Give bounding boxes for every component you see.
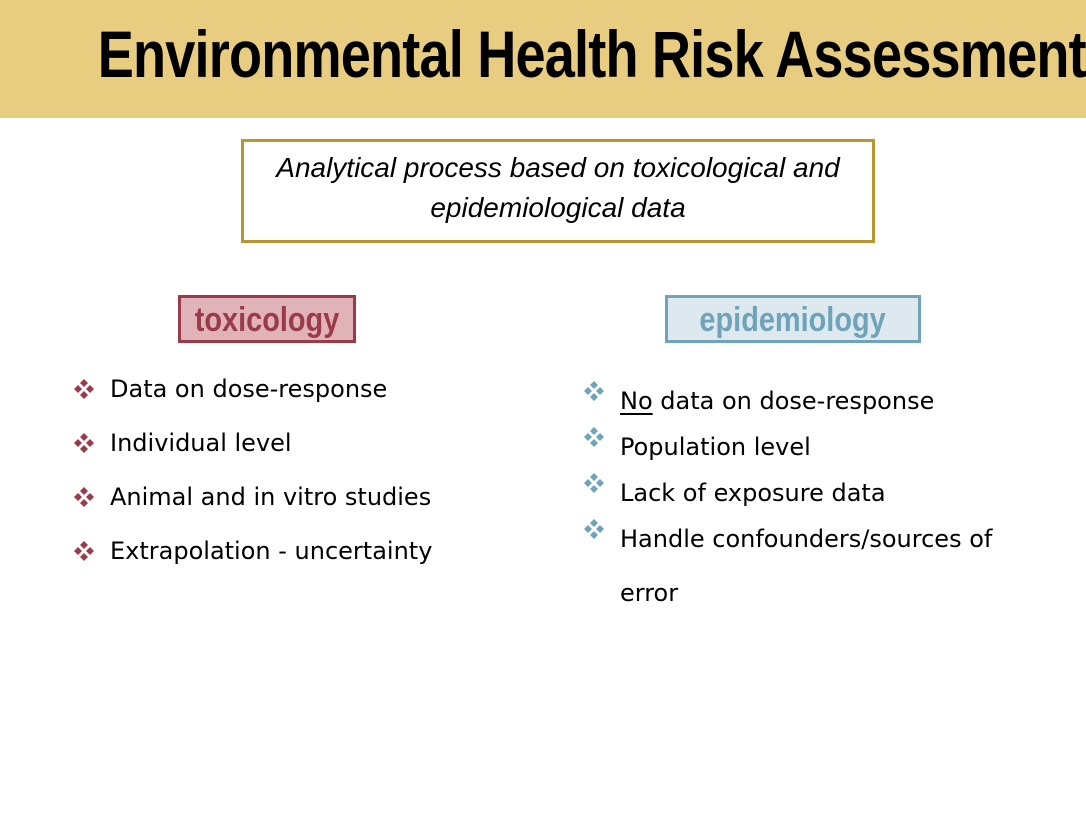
slide-title: Environmental Health Risk Assessment — [97, 17, 1086, 91]
list-item-text: Lack of exposure data — [620, 479, 886, 507]
list-item: Handle confounders/sources of error — [583, 512, 1043, 620]
list-item-text: Data on dose-response — [110, 375, 388, 403]
definition-box: Analytical process based on toxicologica… — [241, 139, 875, 243]
list-item-text: data on dose-response — [652, 387, 935, 415]
list-item-text: Animal and in vitro studies — [110, 483, 432, 511]
list-item: Animal and in vitro studies — [73, 478, 543, 532]
list-item: Individual level — [73, 424, 543, 478]
list-item: Population level — [583, 420, 1043, 474]
diamond-bullet-icon — [584, 381, 604, 401]
toxicology-label: toxicology — [194, 301, 340, 339]
diamond-bullet-icon — [74, 433, 94, 453]
epidemiology-label-box: epidemiology — [665, 295, 921, 343]
epidemiology-label: epidemiology — [699, 301, 887, 339]
diamond-bullet-icon — [74, 487, 94, 507]
list-item-text: Handle confounders/sources of error — [620, 525, 993, 607]
toxicology-label-box: toxicology — [178, 295, 356, 343]
definition-line-2: epidemiological data — [430, 192, 686, 223]
list-item: Extrapolation - uncertainty — [73, 532, 543, 586]
list-item: Lack of exposure data — [583, 466, 1043, 520]
list-item-text: Extrapolation - uncertainty — [110, 537, 433, 565]
diamond-bullet-icon — [584, 473, 604, 493]
toxicology-list: Data on dose-response Individual level A… — [73, 370, 543, 586]
list-item-text: Individual level — [110, 429, 292, 457]
list-item: No data on dose-response — [583, 374, 1043, 428]
epidemiology-list: No data on dose-response Population leve… — [583, 374, 1043, 620]
diamond-bullet-icon — [74, 541, 94, 561]
definition-text: Analytical process based on toxicologica… — [244, 148, 872, 228]
diamond-bullet-icon — [74, 379, 94, 399]
diamond-bullet-icon — [584, 519, 604, 539]
definition-line-1: Analytical process based on toxicologica… — [276, 152, 840, 183]
list-item-text: Population level — [620, 433, 811, 461]
title-band — [0, 0, 1086, 118]
list-item: Data on dose-response — [73, 370, 543, 424]
diamond-bullet-icon — [584, 427, 604, 447]
list-item-emphasis: No — [620, 387, 653, 415]
